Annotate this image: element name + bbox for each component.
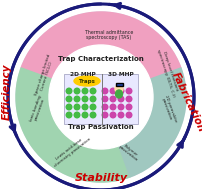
Circle shape <box>74 104 80 110</box>
Circle shape <box>115 85 123 93</box>
Circle shape <box>110 112 116 118</box>
Circle shape <box>82 112 88 118</box>
FancyBboxPatch shape <box>116 83 122 86</box>
Text: Fabrication: Fabrication <box>170 70 202 134</box>
Circle shape <box>118 96 124 102</box>
Circle shape <box>90 96 96 102</box>
Circle shape <box>102 96 108 102</box>
Circle shape <box>110 104 116 110</box>
Text: Traps: Traps <box>79 78 95 84</box>
Circle shape <box>74 88 80 94</box>
Circle shape <box>66 112 72 118</box>
Circle shape <box>16 12 186 182</box>
Wedge shape <box>101 68 186 177</box>
Circle shape <box>126 88 132 94</box>
Text: 3D MHP: 3D MHP <box>108 73 134 77</box>
Circle shape <box>126 104 132 110</box>
Circle shape <box>110 96 116 102</box>
Circle shape <box>126 112 132 118</box>
Circle shape <box>118 88 124 94</box>
Text: Efficiency: Efficiency <box>2 64 12 120</box>
Ellipse shape <box>116 90 122 98</box>
Wedge shape <box>16 68 130 182</box>
Circle shape <box>126 96 132 102</box>
Text: Trap Passivation: Trap Passivation <box>68 124 134 130</box>
Text: Thermal admittance
spectroscopy (TAS): Thermal admittance spectroscopy (TAS) <box>85 30 133 40</box>
Text: 2D perovskite
passivation: 2D perovskite passivation <box>160 94 178 124</box>
Wedge shape <box>21 12 181 97</box>
Circle shape <box>90 104 96 110</box>
Text: Space charge limited
Current (SCLC): Space charge limited Current (SCLC) <box>34 53 56 97</box>
Circle shape <box>102 112 108 118</box>
Ellipse shape <box>74 76 100 86</box>
Circle shape <box>118 112 124 118</box>
Circle shape <box>102 104 108 110</box>
Text: Trap Characterization: Trap Characterization <box>58 56 144 62</box>
FancyBboxPatch shape <box>64 74 138 124</box>
Circle shape <box>82 96 88 102</box>
Text: Deep level transient
spectroscopy (DLTS, C-f): Deep level transient spectroscopy (DLTS,… <box>156 47 180 97</box>
Circle shape <box>82 88 88 94</box>
Circle shape <box>102 88 108 94</box>
Circle shape <box>110 88 116 94</box>
Circle shape <box>90 88 96 94</box>
Circle shape <box>66 88 72 94</box>
Circle shape <box>74 112 80 118</box>
Text: Ionic bonding
passivation: Ionic bonding passivation <box>29 94 47 123</box>
Text: Polymer
passivation: Polymer passivation <box>117 141 141 163</box>
Circle shape <box>66 104 72 110</box>
Circle shape <box>49 45 153 149</box>
Text: Lewis acid-base
chemistry passivation: Lewis acid-base chemistry passivation <box>50 134 92 168</box>
Circle shape <box>82 104 88 110</box>
Text: Stability: Stability <box>75 173 127 183</box>
Circle shape <box>74 96 80 102</box>
Circle shape <box>90 112 96 118</box>
Circle shape <box>118 104 124 110</box>
Circle shape <box>66 96 72 102</box>
Text: 2D MHP: 2D MHP <box>70 73 96 77</box>
